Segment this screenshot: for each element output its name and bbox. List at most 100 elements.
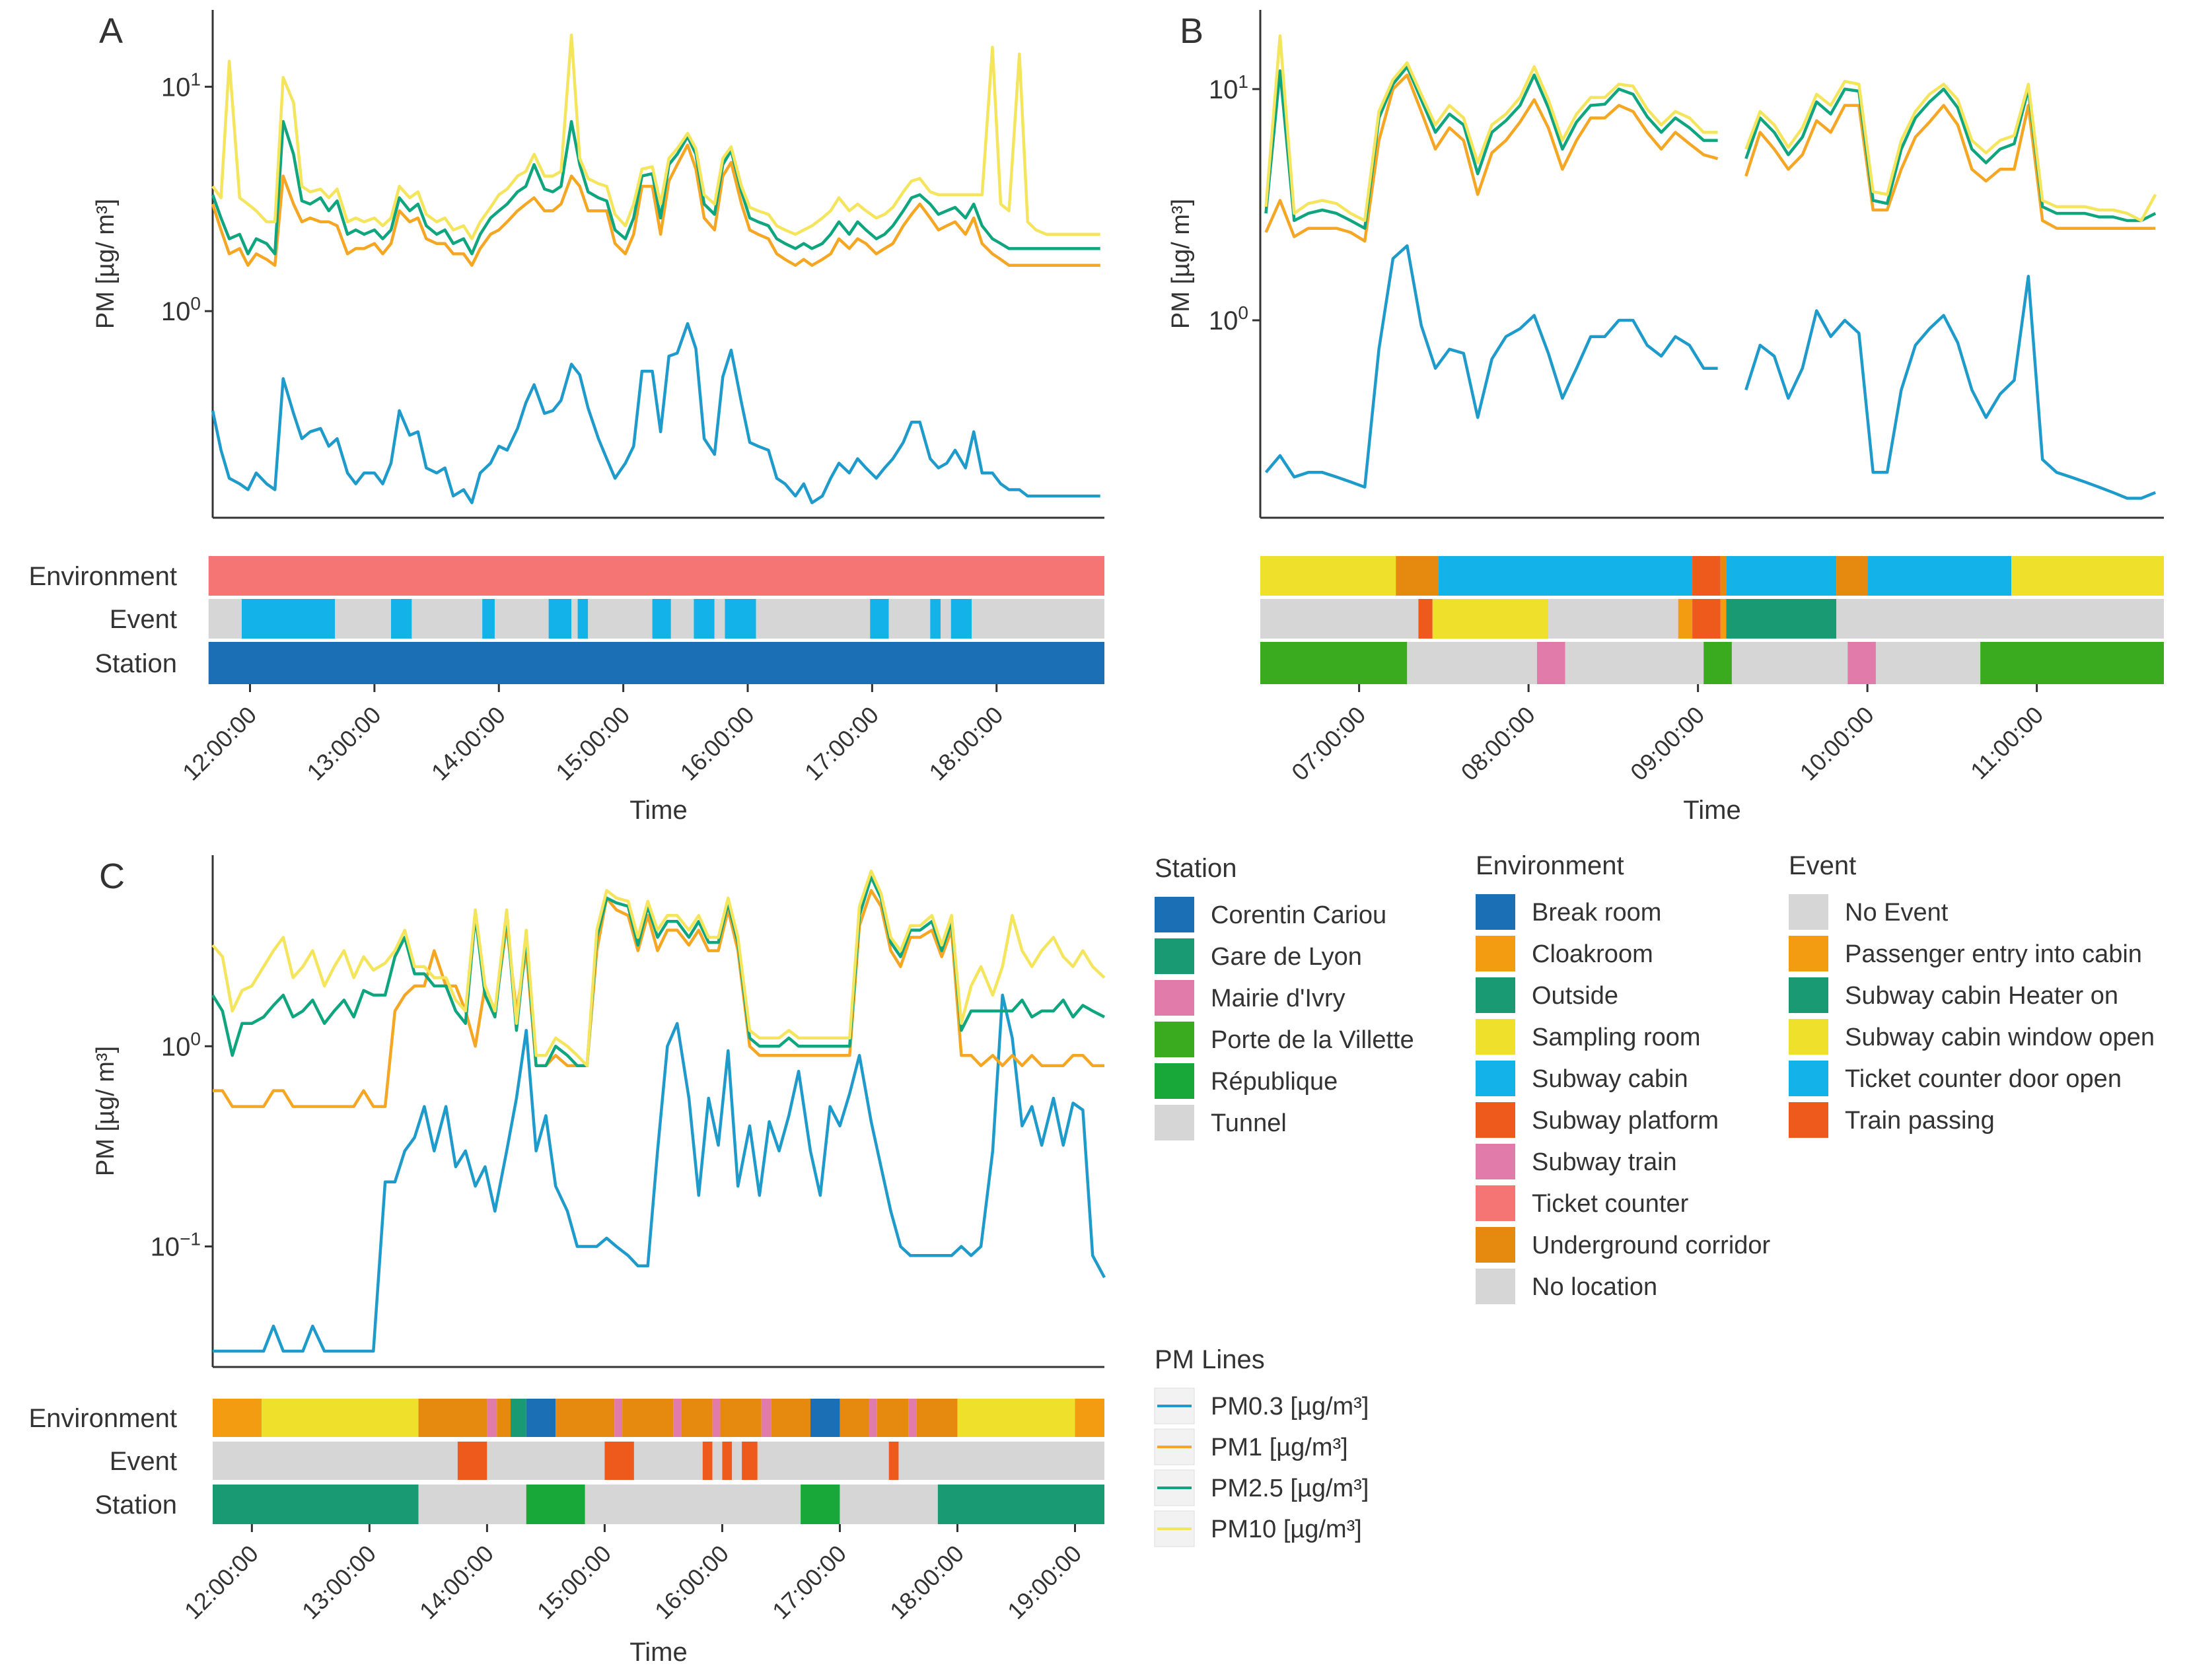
track-segment: [1980, 642, 2164, 684]
track-segment: [940, 599, 951, 639]
track-segment: [702, 1442, 713, 1480]
track-segment: [888, 1442, 899, 1480]
track-segment: [757, 1442, 889, 1480]
legend-item-label: PM1 [µg/m³]: [1211, 1434, 1348, 1461]
track-segment: [556, 1399, 615, 1437]
track-segment: [725, 599, 756, 639]
legend-item-label: PM10 [µg/m³]: [1211, 1516, 1362, 1543]
legend-swatch: [1789, 977, 1828, 1013]
legend-item-label: Ticket counter: [1532, 1190, 1689, 1218]
track-segment: [877, 1399, 909, 1437]
track-segment: [869, 1399, 877, 1437]
track-segment: [694, 599, 715, 639]
legend-item-label: Porte de la Villette: [1211, 1026, 1414, 1054]
track-segment: [1867, 556, 2012, 596]
track-segment: [1396, 556, 1439, 596]
legend-title: PM Lines: [1155, 1345, 1265, 1374]
track-segment: [213, 1485, 419, 1524]
track-segment: [957, 1399, 1075, 1437]
x-tick-label: 17:00:00: [767, 1540, 851, 1625]
track-segment: [681, 1399, 713, 1437]
track-segment: [742, 1442, 758, 1480]
track-segment: [457, 1442, 487, 1480]
y-axis-label: PM [µg/ m³]: [92, 1046, 120, 1176]
x-tick-label: 09:00:00: [1625, 701, 1709, 786]
legend-item-label: Subway cabin: [1532, 1065, 1688, 1093]
track-segment: [412, 599, 483, 639]
legend-item-label: Subway train: [1532, 1148, 1677, 1176]
track-label: Environment: [28, 1404, 177, 1433]
track-segment: [870, 599, 889, 639]
y-tick-label: 101: [161, 69, 201, 102]
x-tick-label: 17:00:00: [799, 701, 884, 786]
series-line-pm25: [211, 875, 1106, 1067]
legend-item-label: No Event: [1845, 899, 1949, 927]
track-segment: [722, 1442, 733, 1480]
legend-item-label: Subway cabin window open: [1845, 1024, 2155, 1051]
legend-swatch: [1789, 894, 1828, 930]
track-segment: [1678, 599, 1693, 639]
legend-swatch: [1789, 1019, 1828, 1055]
track-segment: [213, 1399, 262, 1437]
series-line-pm1: [213, 889, 1104, 1108]
track-segment: [622, 1399, 674, 1437]
track-segment: [526, 1399, 556, 1437]
track-segment: [1731, 642, 1848, 684]
track-segment: [571, 599, 578, 639]
track-segment: [585, 1485, 801, 1524]
legend-title: Environment: [1476, 851, 1624, 880]
track-segment: [391, 599, 412, 639]
track-segment: [810, 1399, 840, 1437]
legend-item-label: République: [1211, 1068, 1338, 1096]
x-tick-label: 12:00:00: [179, 1540, 264, 1625]
series-line-pm1: [211, 143, 1100, 267]
track-segment: [1836, 599, 2164, 639]
y-tick-label: 101: [1209, 71, 1248, 104]
x-tick-label: 15:00:00: [532, 1540, 616, 1625]
track-segment: [1260, 599, 1419, 639]
panel-label: A: [99, 11, 123, 51]
track-segment: [526, 1485, 585, 1524]
track-segment: [652, 599, 671, 639]
legend-swatch: [1476, 894, 1515, 930]
station-legend: Station Corentin Cariou Gare de Lyon Mairie…: [1155, 854, 1414, 1140]
track-segment: [2011, 556, 2164, 596]
y-tick-label: 100: [1209, 302, 1248, 335]
series-line-pm03: [1264, 244, 2157, 500]
track-segment: [604, 1442, 634, 1480]
y-tick-label: 10−1: [151, 1228, 201, 1261]
track-segment: [801, 1485, 840, 1524]
track-segment: [418, 1399, 487, 1437]
x-tick-label: 19:00:00: [1002, 1540, 1087, 1625]
track-label: Environment: [28, 562, 177, 591]
y-axis-label: PM [µg/ m³]: [92, 199, 120, 329]
legend-item-label: Cloakroom: [1532, 940, 1653, 968]
series-line-pm25: [1264, 65, 2157, 230]
series-line-pm10: [1264, 34, 2157, 223]
legend-swatch: [1155, 980, 1194, 1016]
x-tick-label: 11:00:00: [1965, 701, 2048, 785]
legend-swatch: [1155, 1022, 1194, 1057]
track-label: Event: [110, 1447, 177, 1476]
legend-swatch: [1155, 1105, 1194, 1140]
track-segment: [208, 642, 1104, 684]
legend-item-label: Underground corridor: [1532, 1232, 1771, 1259]
track-segment: [1726, 556, 1837, 596]
x-tick-label: 18:00:00: [884, 1540, 969, 1625]
track-segment: [494, 599, 549, 639]
track-segment: [930, 599, 941, 639]
legend-title: Event: [1789, 851, 1856, 880]
legend-swatch: [1476, 1269, 1515, 1304]
track-segment: [1726, 599, 1837, 639]
track-segment: [614, 1399, 623, 1437]
track-segment: [916, 1399, 958, 1437]
legend-item-label: No location: [1532, 1273, 1657, 1301]
legend-swatch: [1476, 1061, 1515, 1096]
x-tick-label: 18:00:00: [923, 701, 1008, 786]
track-label: Station: [94, 1490, 177, 1520]
x-axis-label: Time: [629, 1638, 687, 1667]
legend-item-label: Tunnel: [1211, 1109, 1287, 1137]
track-segment: [908, 1399, 917, 1437]
track-label: Event: [110, 605, 177, 634]
x-tick-label: 16:00:00: [649, 1540, 734, 1625]
